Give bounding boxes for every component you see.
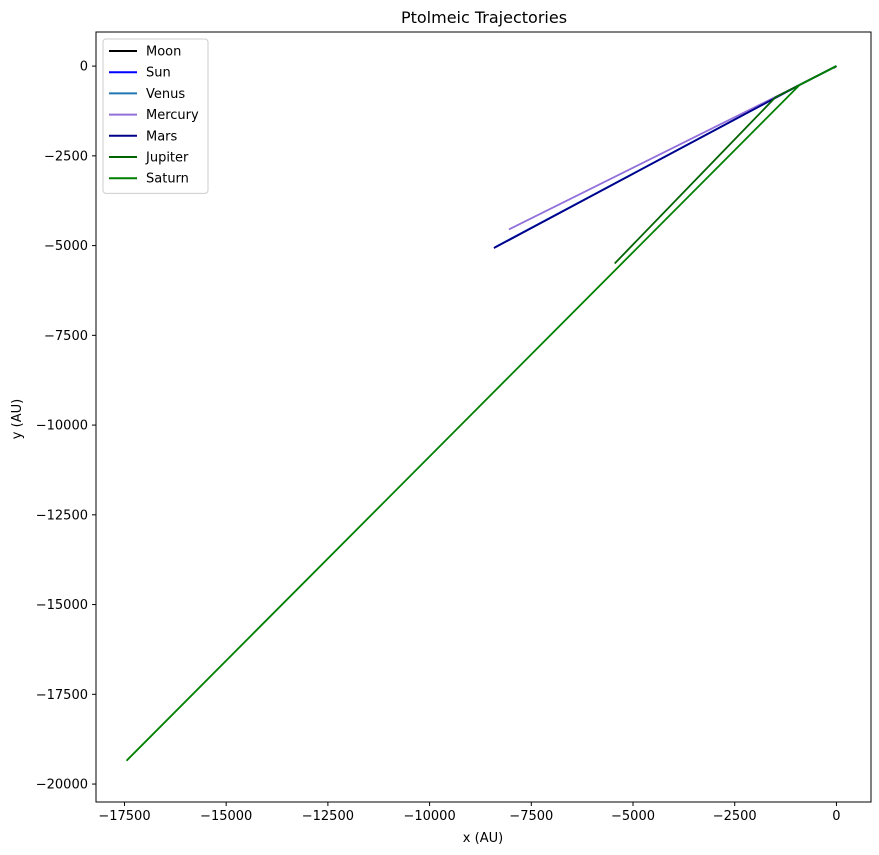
legend-label: Moon xyxy=(146,45,181,60)
y-tick-label: −17500 xyxy=(36,688,88,703)
legend: Moon Sun Venus Mercury Mars Jupiter Saturn xyxy=(102,38,209,194)
x-tick-label: −15000 xyxy=(200,809,252,824)
y-tick-label: 0 xyxy=(80,60,88,75)
chart-title: Ptolmeic Trajectories xyxy=(401,8,567,27)
series-line-saturn xyxy=(125,65,837,762)
legend-label: Mars xyxy=(146,129,178,144)
series-lines xyxy=(125,65,837,762)
y-tick-label: −20000 xyxy=(36,778,88,793)
y-tick-label: −2500 xyxy=(44,149,88,164)
y-tick-label: −7500 xyxy=(44,329,88,344)
legend-box xyxy=(102,38,209,194)
x-tick-label: −2500 xyxy=(713,809,757,824)
x-tick-label: −12500 xyxy=(302,809,354,824)
y-tick-label: −12500 xyxy=(36,508,88,523)
x-tick-label: −17500 xyxy=(98,809,150,824)
y-axis-ticks: 0 −2500 −5000 −7500 −10000 −12500 −15000 −17500… xyxy=(36,60,96,793)
legend-label: Saturn xyxy=(146,172,189,187)
x-tick-label: 0 xyxy=(832,809,840,824)
x-tick-label: −7500 xyxy=(509,809,553,824)
y-tick-label: −5000 xyxy=(44,239,88,254)
x-axis-ticks: −17500 −15000 −12500 −10000 −7500 −5000 −2500 0 xyxy=(98,802,841,824)
y-tick-label: −15000 xyxy=(36,598,88,613)
x-tick-label: −10000 xyxy=(403,809,455,824)
legend-label: Venus xyxy=(146,87,185,102)
legend-label: Jupiter xyxy=(145,151,189,166)
y-axis-label: y (AU) xyxy=(10,399,25,439)
legend-label: Sun xyxy=(146,66,171,81)
y-tick-label: −10000 xyxy=(36,419,88,434)
plot-area-frame xyxy=(95,31,872,803)
x-tick-label: −5000 xyxy=(611,809,655,824)
legend-label: Mercury xyxy=(146,108,199,123)
x-axis-label: x (AU) xyxy=(463,831,503,846)
